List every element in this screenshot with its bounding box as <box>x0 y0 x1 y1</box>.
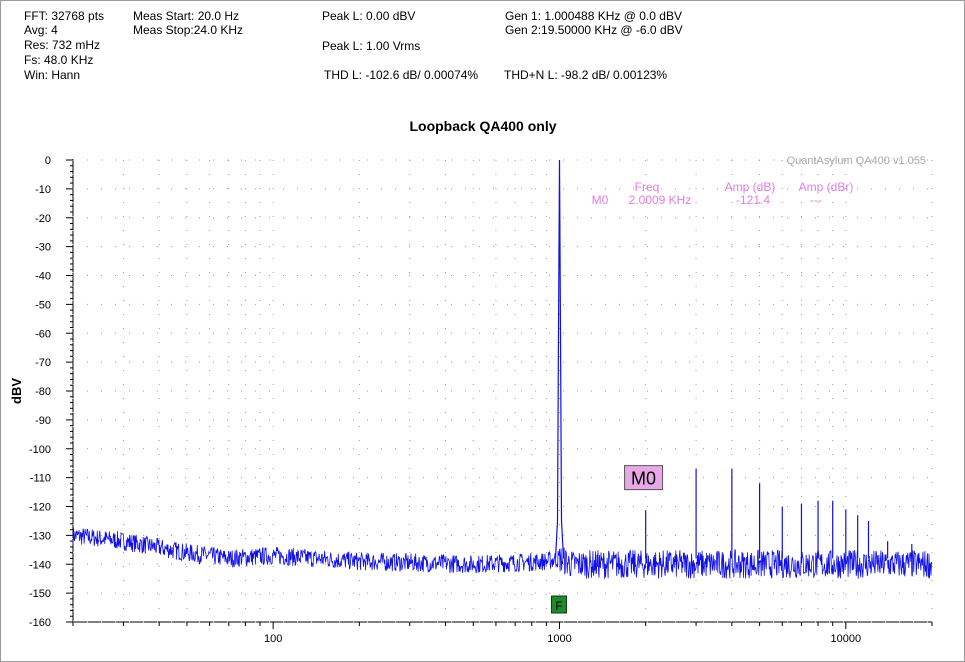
marker-label-box <box>624 465 664 491</box>
marker-table-header: Amp (dB) <box>725 180 776 194</box>
averages-text: Avg: 4 <box>24 23 58 37</box>
meas-start-text: Meas Start: 20.0 Hz <box>133 9 240 23</box>
y-tick-label: -70 <box>35 357 51 369</box>
marker-table: Freq Amp (dB) Amp (dBr) M0 2.0009 KHz -121.4 -… <box>592 180 854 207</box>
marker-table-header: Amp (dBr) <box>799 180 854 194</box>
marker-table-cell: M0 <box>592 193 609 207</box>
y-tick-label: -20 <box>35 213 51 225</box>
y-tick-label: -150 <box>29 588 51 600</box>
thdn-text: THD+N L: -98.2 dB/ 0.00123% <box>504 68 668 82</box>
watermark-text: QuantAsylum QA400 v1.055 <box>787 155 926 167</box>
peak-vrms-text: Peak L: 1.00 Vrms <box>322 39 421 53</box>
thd-text: THD L: -102.6 dB/ 0.00074% <box>324 68 479 82</box>
sample-rate-text: Fs: 48.0 KHz <box>24 53 94 67</box>
y-tick-label: -110 <box>30 473 51 485</box>
marker-table-cell: -121.4 <box>736 193 770 207</box>
axes: 0 -10 -20 -30 -40 -50 -60 -70 -80 -90 -100 -110 -120… <box>29 155 933 645</box>
fundamental-peak <box>554 159 565 559</box>
f-marker-box <box>550 595 567 614</box>
y-tick-label: -10 <box>35 184 51 196</box>
gen2-text: Gen 2:19.50000 KHz @ -6.0 dBV <box>505 23 683 37</box>
y-tick-label: -140 <box>29 559 51 571</box>
fft-size-text: FFT: 32768 pts <box>24 9 105 23</box>
y-tick-label: -60 <box>35 328 51 340</box>
peak-dbv-text: Peak L: 0.00 dBV <box>322 9 416 23</box>
chart-title: Loopback QA400 only <box>409 118 556 134</box>
resolution-text: Res: 732 mHz <box>24 38 101 52</box>
noise-floor-trace <box>72 527 933 579</box>
marker-label-text: M0 <box>631 469 656 489</box>
f-marker-text: F <box>555 599 562 613</box>
marker-table-header: Freq <box>635 180 660 194</box>
y-tick-label: -90 <box>35 415 51 427</box>
y-tick-label: -50 <box>35 299 51 311</box>
y-tick-label: -80 <box>35 386 51 398</box>
marker-table-cell: --- <box>810 193 822 207</box>
y-tick-label: -30 <box>35 242 51 254</box>
y-tick-label: -160 <box>29 617 51 629</box>
window-text: Win: Hann <box>24 68 81 82</box>
y-tick-label: 0 <box>45 155 51 167</box>
marker-table-cell: 2.0009 KHz <box>629 193 692 207</box>
y-tick-label: -100 <box>29 444 51 456</box>
x-tick-label: 10000 <box>831 633 862 645</box>
x-tick-label: 100 <box>264 633 282 645</box>
marker-layer: M0 F <box>550 465 664 614</box>
y-axis-label: dBV <box>9 378 24 404</box>
gen1-text: Gen 1: 1.000488 KHz @ 0.0 dBV <box>505 9 682 23</box>
y-tick-label: -120 <box>29 502 51 514</box>
y-tick-label: -130 <box>29 530 51 542</box>
x-tick-label: 1000 <box>547 633 571 645</box>
y-tick-label: -40 <box>35 271 51 283</box>
meas-stop-text: Meas Stop:24.0 KHz <box>133 23 244 37</box>
series-layer <box>72 159 933 579</box>
